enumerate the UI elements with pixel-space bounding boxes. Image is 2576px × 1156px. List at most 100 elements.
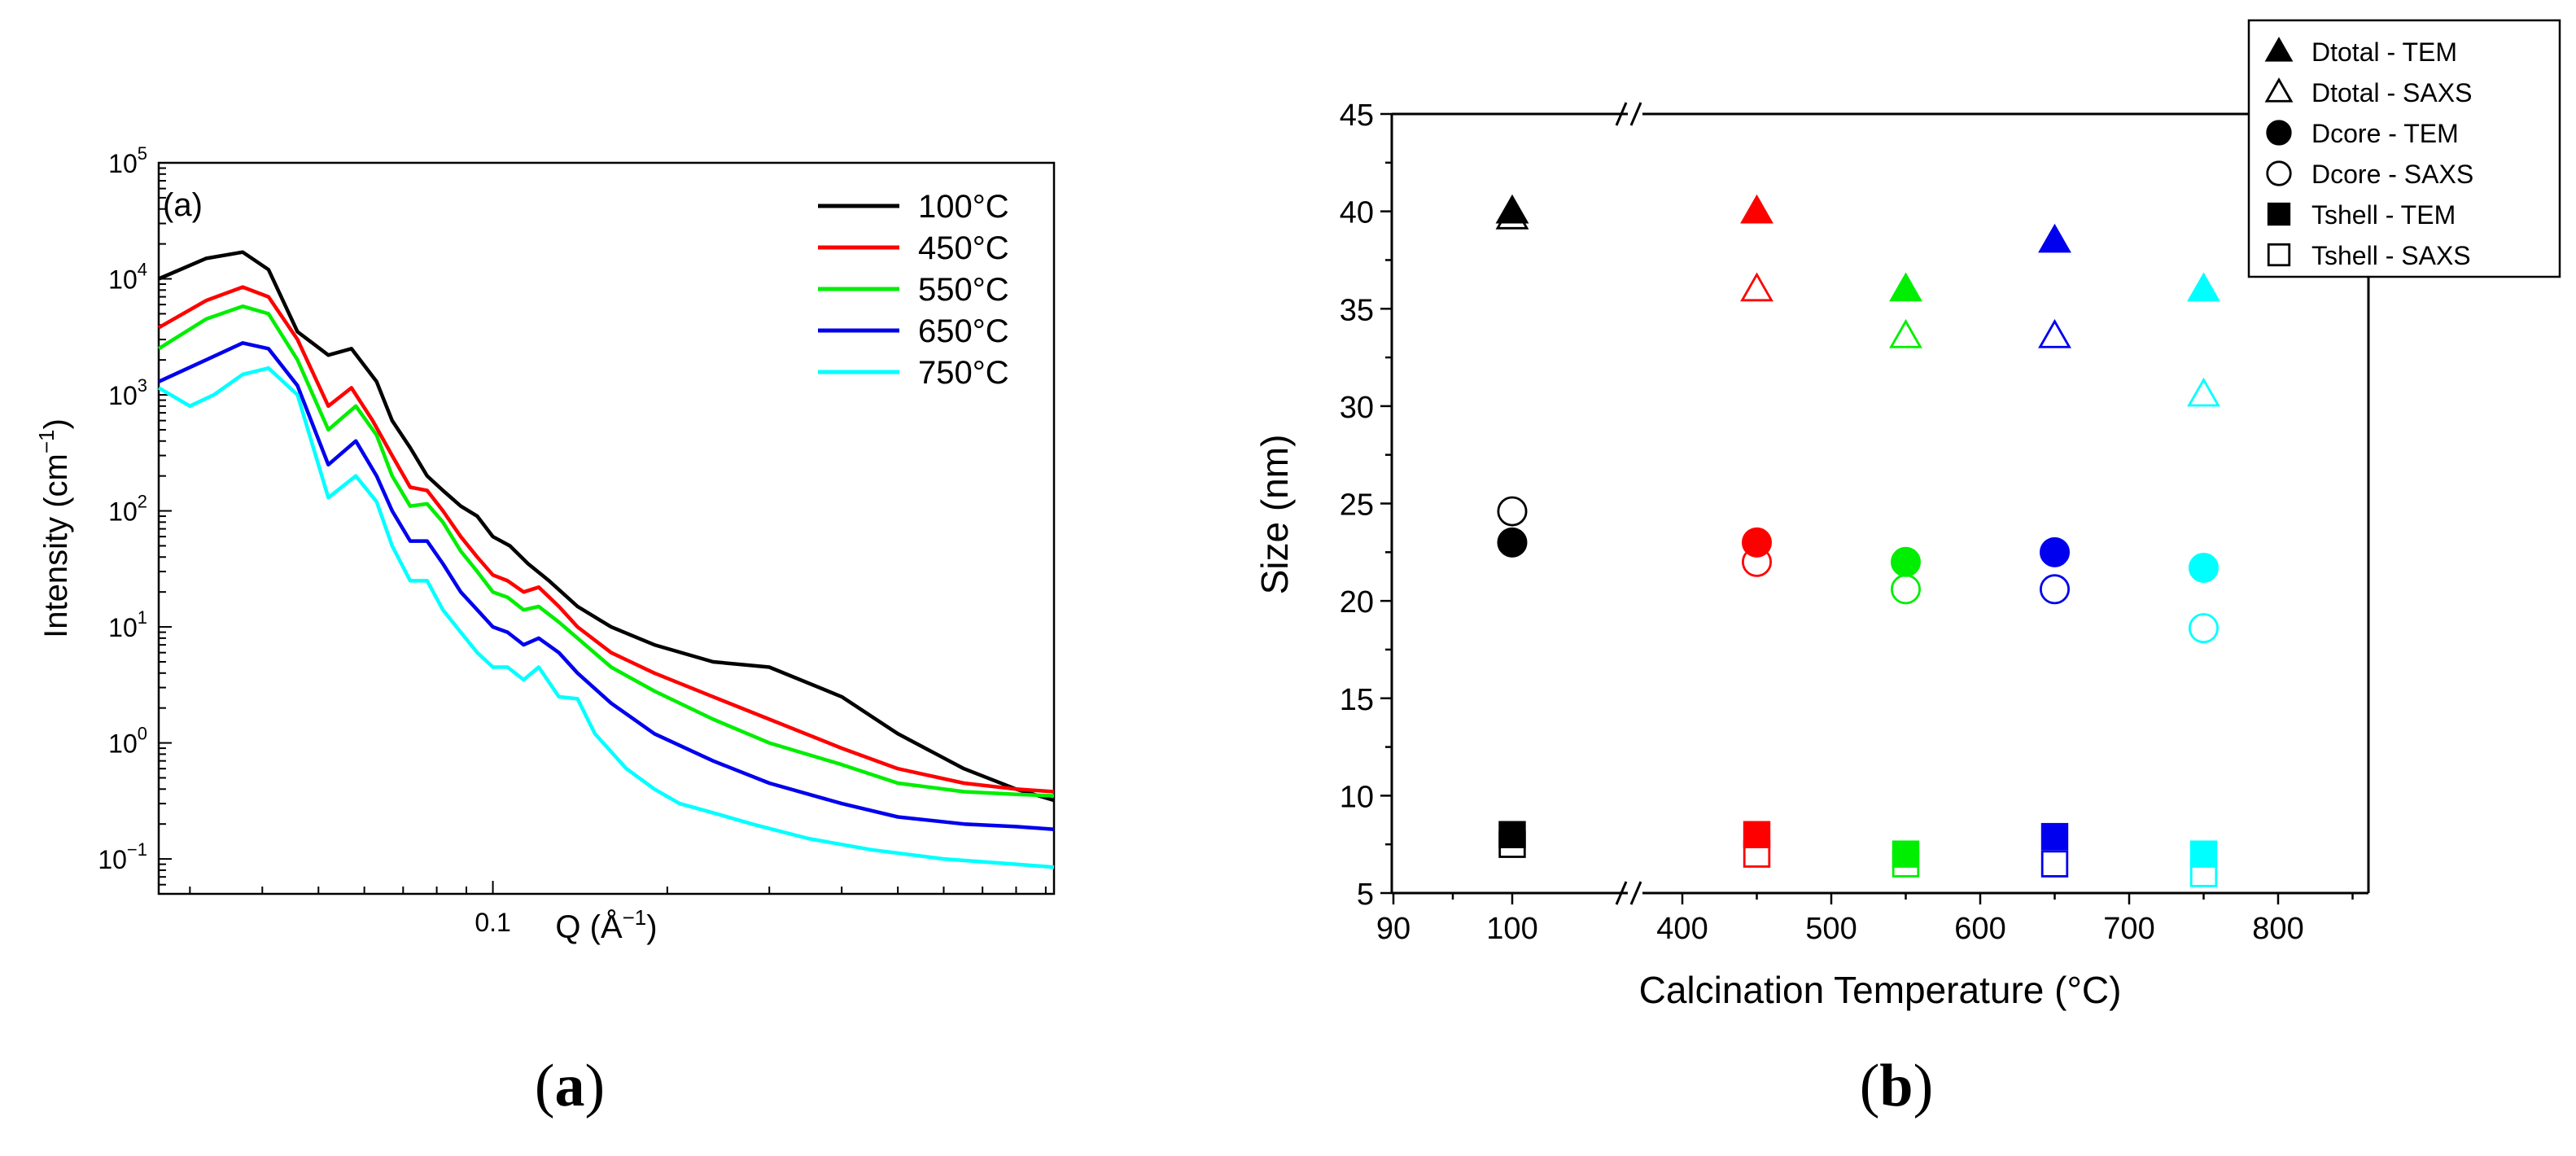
panel-b-point-dcore-tem [1497, 527, 1528, 558]
panel-b-x-tick-label: 700 [2103, 912, 2154, 946]
panel-b-point-dcore-tem [2188, 552, 2219, 583]
panel-b-point-dcore-tem [2039, 536, 2070, 567]
panel-b-point-dtotal-saxs [1889, 318, 1922, 348]
panel-b-x-ticks: 90 100 400 500 600 700 800 [1376, 893, 2354, 946]
panel-a-y-tick-label: 105 [108, 143, 147, 178]
panel-b-point-dtotal-tem [2038, 223, 2071, 253]
panel-a-legend-label: 100°C [918, 189, 1009, 225]
panel-b-caption-letter: b [1879, 1053, 1913, 1119]
panel-a-caption-open: ( [535, 1053, 555, 1119]
panel-b-point-dcore-tem [1890, 546, 1921, 577]
panel-b-y-tick-label: 30 [1340, 391, 1374, 425]
panel-b-caption-close: ) [1913, 1053, 1934, 1119]
panel-a-series-line-2 [157, 285, 1055, 794]
panel-b-legend-label: Dcore - TEM [2311, 119, 2459, 148]
panel-a-y-label-main: Intensity (cm [38, 453, 74, 638]
panel-a-series-line-1 [158, 250, 1055, 803]
panel-a-y-tick-base: 10 [98, 845, 127, 874]
panel-b-legend-label: Tshell - TEM [2311, 200, 2456, 230]
panel-a-y-tick-exp: 3 [138, 375, 147, 396]
panel-a-y-tick-base: 10 [108, 381, 138, 410]
panel-b-y-tick-label: 15 [1340, 683, 1374, 717]
panel-b-point-tshell-tem [1743, 821, 1771, 848]
panel-b-point-tshell-saxs [2189, 860, 2218, 887]
panel-a-y-tick-base: 10 [108, 497, 138, 527]
panel-a-x-tick-label: 0.1 [475, 908, 510, 937]
panel-a-y-label-sup: −1 [34, 429, 59, 453]
panel-a-y-tick-label: 103 [108, 375, 147, 410]
panel-b-axis-break-mark [1615, 881, 1628, 905]
panel-a-x-axis-label: Q (Å−1) [555, 905, 657, 945]
panel-a-series-line-4 [158, 341, 1055, 831]
panel-b-point-dtotal-tem [2187, 272, 2220, 302]
panel-a-y-tick-label: 102 [108, 492, 147, 527]
panel-a-caption-close: ) [585, 1053, 606, 1119]
panel-a-y-tick-base: 10 [108, 729, 138, 759]
panel-a-x-label-sup: −1 [623, 905, 647, 930]
panel-b-size-scatter-chart: 5 10 15 20 25 30 35 40 45 90 100 400 500 600 700 800 C… [1253, 19, 2561, 1119]
panel-b-point-tshell-saxs [1498, 830, 1526, 858]
panel-b-point-dcore-saxs [1890, 574, 1921, 605]
panel-b-y-tick-label: 45 [1340, 99, 1374, 133]
panel-b-legend-label: Dcore - SAXS [2311, 160, 2473, 189]
panel-b-legend-marker [2264, 37, 2294, 62]
panel-b-point-dtotal-tem [1740, 194, 1773, 224]
panel-b-point-dtotal-saxs [2038, 318, 2071, 348]
panel-b-axis-break-mark [1629, 102, 1642, 126]
panel-a-legend-label: 650°C [918, 313, 1009, 349]
panel-a-inner-label: (a) [163, 187, 203, 223]
panel-b-x-tick-label: 90 [1376, 912, 1410, 946]
panel-b-plot-frame [1390, 102, 2370, 905]
panel-a-y-tick-label: 101 [108, 607, 147, 642]
panel-a-y-tick-label: 104 [108, 260, 147, 295]
panel-b-point-tshell-tem [2040, 822, 2069, 851]
panel-b-point-tshell-tem [1892, 840, 1920, 868]
panel-a-y-tick-base: 10 [108, 265, 138, 295]
panel-b-y-tick-label: 35 [1340, 293, 1374, 327]
panel-b-y-tick-label: 20 [1340, 585, 1374, 620]
panel-b-y-tick-label: 10 [1340, 780, 1374, 814]
panel-a-y-tick-exp: 0 [138, 724, 147, 744]
panel-a-y-tick-exp: 4 [138, 260, 147, 280]
panel-a-y-tick-exp: −1 [127, 839, 147, 860]
panel-b-x-tick-label: 100 [1486, 912, 1537, 946]
panel-a-legend-label: 750°C [918, 355, 1009, 391]
panel-b-y-ticks: 5 10 15 20 25 30 35 40 45 [1340, 99, 1392, 912]
panel-b-x-tick-label: 600 [1954, 912, 2005, 946]
panel-a-legend-label: 450°C [918, 230, 1009, 266]
panel-b-caption: (b) [1860, 1053, 1933, 1119]
panel-b-axis-break-mark [1615, 102, 1628, 126]
panel-b-x-tick-label: 400 [1656, 912, 1708, 946]
panel-b-caption-open: ( [1860, 1053, 1880, 1119]
panel-b-point-dtotal-saxs [1740, 272, 1773, 302]
panel-b-point-tshell-tem [1498, 821, 1526, 848]
panel-b-x-axis-label: Calcination Temperature (°C) [1639, 969, 2122, 1011]
panel-b-legend-marker [2264, 77, 2294, 103]
panel-a-legend: 100°C 450°C 550°C 650°C 750°C [818, 189, 1009, 391]
panel-b-point-dcore-saxs [1497, 496, 1528, 527]
panel-a-x-tick-labels: 0.1 [475, 908, 510, 937]
panel-b-point-dtotal-tem [1889, 272, 1922, 302]
panel-b-x-tick-label: 500 [1805, 912, 1857, 946]
panel-b-legend-marker [2266, 120, 2292, 146]
panel-a-legend-label: 550°C [918, 272, 1009, 308]
panel-b-legend-marker [2266, 160, 2292, 186]
panel-a-y-tick-exp: 5 [138, 143, 147, 164]
panel-a-series-group [157, 250, 1055, 869]
panel-a-caption: (a) [535, 1053, 605, 1119]
panel-b-legend-marker [2267, 202, 2291, 226]
panel-b-axis-break-mark [1629, 881, 1642, 905]
panel-b-legend-label: Dtotal - TEM [2311, 37, 2457, 67]
panel-a-y-tick-base: 10 [108, 613, 138, 642]
panel-a-x-minor-ticks [189, 881, 1047, 894]
panel-a-x-label-main: Q (Å [555, 909, 623, 945]
panel-b-point-tshell-saxs [1743, 840, 1771, 868]
panel-a-y-tick-base: 10 [108, 149, 138, 178]
panel-a-caption-letter: a [555, 1053, 585, 1119]
panel-b-point-tshell-saxs [1892, 850, 1920, 878]
panel-b-point-dcore-saxs [2188, 613, 2219, 644]
panel-b-legend-label: Dtotal - SAXS [2311, 78, 2472, 107]
